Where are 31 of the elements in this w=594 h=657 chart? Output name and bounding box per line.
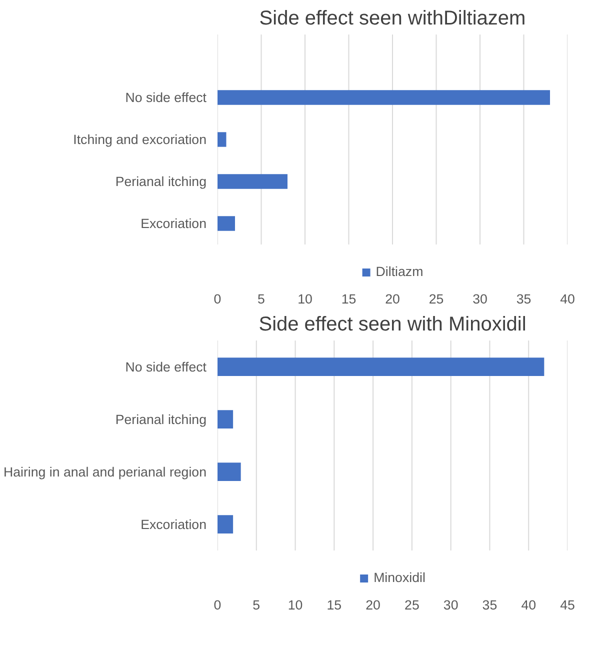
x-tick-label: 5 (258, 292, 265, 306)
x-tick-label: 35 (482, 598, 498, 612)
x-tick-label: 40 (521, 598, 536, 612)
y-tick-label: No side effect (125, 90, 207, 105)
chart-title: Side effect seen withDiltiazem (259, 8, 526, 30)
y-tick-label: Perianal itching (115, 412, 207, 427)
x-tick-label: 10 (288, 598, 303, 612)
y-tick-label: Perianal itching (115, 174, 207, 189)
x-tick-label: 10 (298, 292, 312, 306)
x-tick-label: 0 (214, 292, 222, 306)
y-tick-label: Excoriation (140, 216, 207, 231)
x-tick-label: 35 (516, 292, 532, 306)
x-tick-label: 5 (252, 598, 260, 612)
y-tick-label: Excoriation (140, 516, 207, 532)
x-tick-label: 25 (428, 292, 444, 306)
x-tick-label: 0 (214, 598, 222, 612)
legend-label: Diltiazm (376, 264, 424, 279)
y-tick-label: Itching and excoriation (73, 132, 207, 147)
x-tick-label: 20 (366, 598, 380, 612)
x-tick-label: 15 (326, 598, 342, 612)
legend-label: Minoxidil (374, 570, 426, 585)
y-tick-label: No side effect (125, 359, 207, 374)
x-tick-label: 15 (341, 292, 356, 306)
x-tick-label: 25 (404, 598, 420, 612)
x-tick-label: 20 (385, 292, 400, 306)
x-tick-label: 45 (560, 598, 575, 612)
x-tick-label: 40 (560, 292, 575, 306)
x-tick-label: 30 (443, 598, 458, 612)
chart-title: Side effect seen with Minoxidil (258, 314, 526, 336)
x-tick-label: 30 (472, 292, 488, 306)
y-tick-label: Hairing in anal and perianal region (3, 464, 207, 480)
